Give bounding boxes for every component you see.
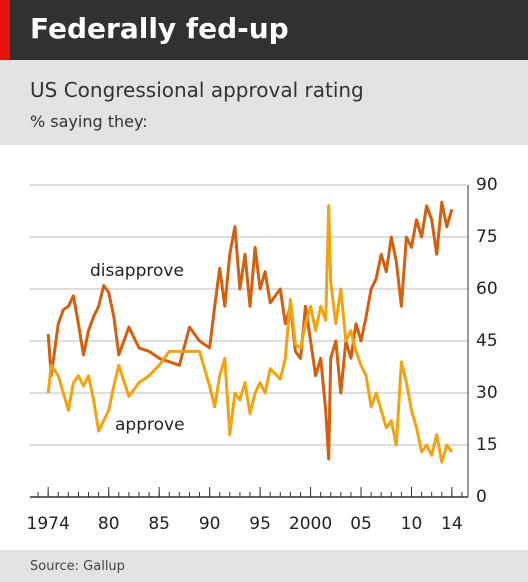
x-tick-label: 2000 bbox=[289, 514, 332, 534]
y-tick-label: 0 bbox=[476, 487, 487, 507]
header: Federally fed-up bbox=[0, 0, 528, 60]
y-tick-label: 75 bbox=[476, 227, 498, 247]
y-tick-label: 60 bbox=[476, 279, 498, 299]
x-tick-label: 95 bbox=[249, 514, 271, 534]
y-tick-label: 90 bbox=[476, 175, 498, 195]
x-tick-label: 90 bbox=[199, 514, 221, 534]
x-tick-label: 10 bbox=[401, 514, 423, 534]
x-tick-label: 14 bbox=[441, 514, 463, 534]
series-label: approve bbox=[115, 415, 185, 435]
x-tick-label: 80 bbox=[98, 514, 120, 534]
x-tick-label: 1974 bbox=[27, 514, 70, 534]
y-tick-label: 45 bbox=[476, 331, 498, 351]
chart-title: Federally fed-up bbox=[30, 12, 289, 45]
accent bbox=[0, 0, 10, 60]
subtitle: US Congressional approval rating bbox=[30, 78, 364, 102]
x-tick-label: 05 bbox=[350, 514, 372, 534]
series-label: disapprove bbox=[90, 261, 184, 281]
x-tick-label: 85 bbox=[148, 514, 170, 534]
footer: Source: Gallup bbox=[0, 550, 528, 582]
y-tick-label: 15 bbox=[476, 435, 498, 455]
source: Source: Gallup bbox=[30, 559, 125, 574]
subheader: US Congressional approval rating % sayin… bbox=[0, 60, 528, 145]
line bbox=[46, 200, 454, 461]
line bbox=[46, 204, 454, 464]
chart: 0 15 30 45 60 75 90 1974 80 85 90 95 2000 05 10 14 disap… bbox=[27, 175, 498, 534]
unit-note: % saying they: bbox=[30, 112, 148, 131]
y-tick-label: 30 bbox=[476, 383, 498, 403]
